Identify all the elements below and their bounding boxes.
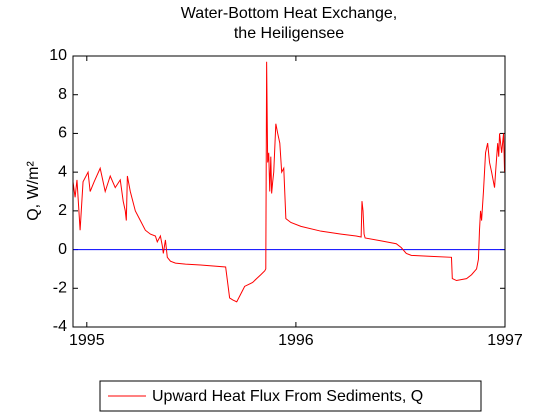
axes-box <box>72 55 506 328</box>
y-tick-label: 8 <box>58 86 67 103</box>
y-tick-label: 2 <box>58 202 67 219</box>
chart-title: the Heiligensee <box>234 25 344 42</box>
y-tick-label: 0 <box>58 241 67 258</box>
y-tick-label: -2 <box>53 280 67 297</box>
legend-box <box>99 380 482 412</box>
data-line <box>72 61 506 303</box>
y-tick-label: 6 <box>58 125 67 142</box>
chart-title: Water-Bottom Heat Exchange, <box>181 5 397 22</box>
y-tick-label: 10 <box>49 47 67 64</box>
x-tick-label: 1996 <box>278 332 314 349</box>
x-tick-label: 1995 <box>69 332 105 349</box>
legend-label: Upward Heat Flux From Sediments, Q <box>152 388 423 405</box>
y-tick-label: -4 <box>53 318 67 335</box>
x-tick-label: 1997 <box>487 332 523 349</box>
y-axis-label: Q, W/m² <box>25 161 42 221</box>
plot-area <box>73 56 505 327</box>
y-tick-label: 4 <box>58 163 67 180</box>
